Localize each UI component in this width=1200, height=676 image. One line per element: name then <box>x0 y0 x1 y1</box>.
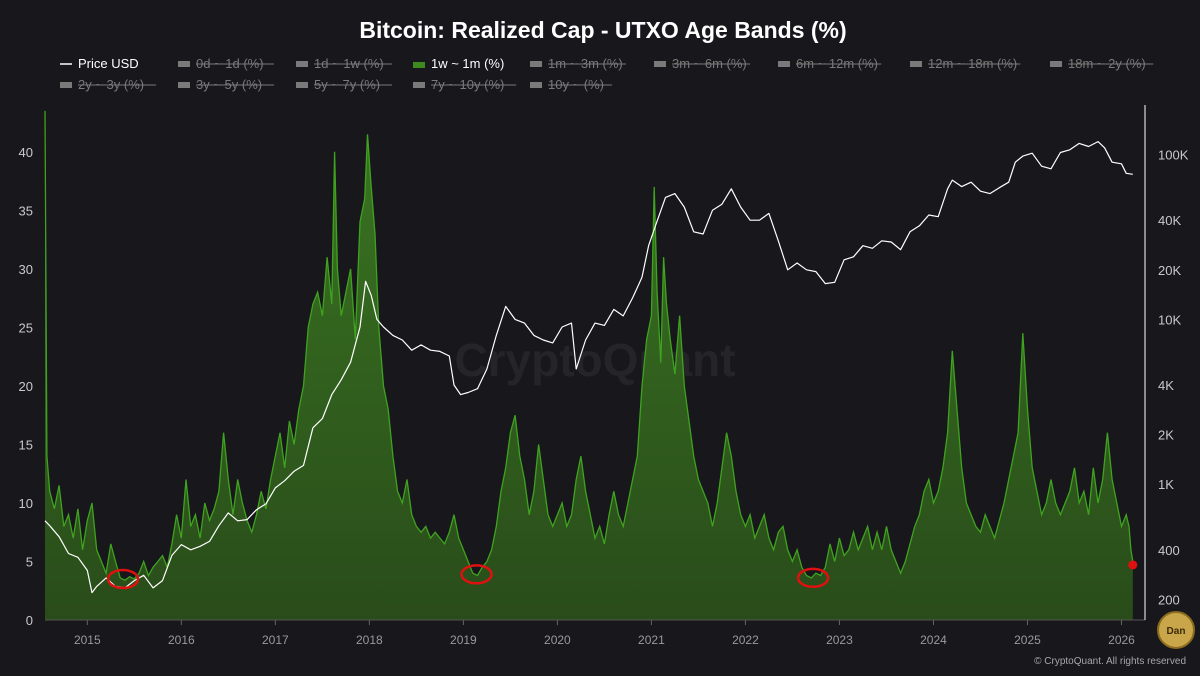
y-left-tick-label: 0 <box>26 613 33 628</box>
legend-swatch <box>530 61 542 67</box>
y-right-tick-label: 2K <box>1158 428 1174 443</box>
legend-swatch <box>654 61 666 67</box>
y-left-tick-label: 5 <box>26 554 33 569</box>
x-tick-label: 2020 <box>544 633 571 647</box>
legend-item[interactable]: 1m ~ 3m (%) <box>530 56 627 71</box>
x-tick-label: 2024 <box>920 633 947 647</box>
x-tick-label: 2017 <box>262 633 289 647</box>
y-right-tick-label: 400 <box>1158 543 1180 558</box>
legend-swatch <box>1050 61 1062 67</box>
x-tick-label: 2016 <box>168 633 195 647</box>
legend-swatch <box>778 61 790 67</box>
area-line-1w-1m <box>44 110 1134 581</box>
legend-swatch <box>60 82 72 88</box>
annotations <box>106 560 1138 590</box>
legend-label: 1w ~ 1m (%) <box>431 56 504 71</box>
y-right-tick-label: 4K <box>1158 378 1174 393</box>
chart-title: Bitcoin: Realized Cap - UTXO Age Bands (… <box>359 17 846 43</box>
y-left-tick-label: 25 <box>19 320 33 335</box>
bottom-highlight-ellipse <box>796 567 830 589</box>
legend-swatch <box>413 82 425 88</box>
bottom-highlight-ellipse <box>460 564 493 585</box>
legend-swatch <box>296 61 308 67</box>
x-tick-label: 2021 <box>638 633 665 647</box>
price-usd-line <box>44 141 1133 594</box>
legend-swatch <box>413 62 425 68</box>
legend-item[interactable]: 0d ~ 1d (%) <box>178 56 275 71</box>
badge-label: Dan <box>1167 626 1186 637</box>
y-left-tick-label: 40 <box>19 145 33 160</box>
legend-item[interactable]: 1d ~ 1w (%) <box>296 56 393 71</box>
legend-swatch <box>178 61 190 67</box>
legend-label: Price USD <box>78 56 139 71</box>
legend-swatch <box>910 61 922 67</box>
legend-item[interactable]: 12m ~ 18m (%) <box>910 56 1021 71</box>
x-tick-label: 2015 <box>74 633 101 647</box>
y-right-tick-label: 100K <box>1158 148 1189 163</box>
copyright-footer: © CryptoQuant. All rights reserved <box>1034 656 1186 667</box>
legend-item[interactable]: 3m ~ 6m (%) <box>654 56 751 71</box>
y-left-tick-label: 20 <box>19 379 33 394</box>
y-left-tick-label: 30 <box>19 262 33 277</box>
legend-swatch <box>296 82 308 88</box>
badge-circle <box>1157 611 1195 649</box>
legend-item[interactable]: 5y ~ 7y (%) <box>296 77 393 92</box>
legend-item[interactable]: 18m ~ 2y (%) <box>1050 56 1154 71</box>
x-tick-label: 2018 <box>356 633 383 647</box>
plot-area <box>44 110 1134 621</box>
legend-item[interactable]: 7y ~ 10y (%) <box>413 77 517 92</box>
legend-item[interactable]: 6m ~ 12m (%) <box>778 56 882 71</box>
legend-item[interactable]: 1w ~ 1m (%) <box>413 56 504 71</box>
x-tick-label: 2019 <box>450 633 477 647</box>
legend-item[interactable]: 3y ~ 5y (%) <box>178 77 275 92</box>
area-fill-1w-1m <box>45 110 1133 621</box>
x-tick-label: 2023 <box>826 633 853 647</box>
bottom-highlight-ellipse <box>106 568 140 590</box>
x-tick-label: 2025 <box>1014 633 1041 647</box>
y-right-tick-label: 1K <box>1158 477 1174 492</box>
x-tick-label: 2026 <box>1108 633 1135 647</box>
y-left-tick-label: 15 <box>19 437 33 452</box>
legend-swatch <box>530 82 542 88</box>
author-badge: Dan <box>1157 611 1195 649</box>
legend-swatch <box>178 82 190 88</box>
y-left-tick-label: 10 <box>19 496 33 511</box>
y-left-tick-label: 35 <box>19 203 33 218</box>
legend: Price USD 0d ~ 1d (%) 1d ~ 1w (%) 1w ~ 1m (… <box>60 56 1154 92</box>
x-tick-label: 2022 <box>732 633 759 647</box>
y-right-tick-label: 20K <box>1158 263 1181 278</box>
current-value-dot <box>1128 560 1138 570</box>
legend-item[interactable]: 2y ~ 3y (%) <box>60 77 157 92</box>
watermark: CryptoQuant <box>454 334 735 386</box>
y-right-tick-label: 40K <box>1158 213 1181 228</box>
legend-item[interactable]: 10y ~ (%) <box>530 77 612 92</box>
legend-item[interactable]: Price USD <box>60 56 139 71</box>
y-right-tick-label: 10K <box>1158 312 1181 327</box>
y-right-tick-label: 200 <box>1158 592 1180 607</box>
axes: 05101520253035402004001K2K4K10K20K40K100… <box>19 105 1189 647</box>
